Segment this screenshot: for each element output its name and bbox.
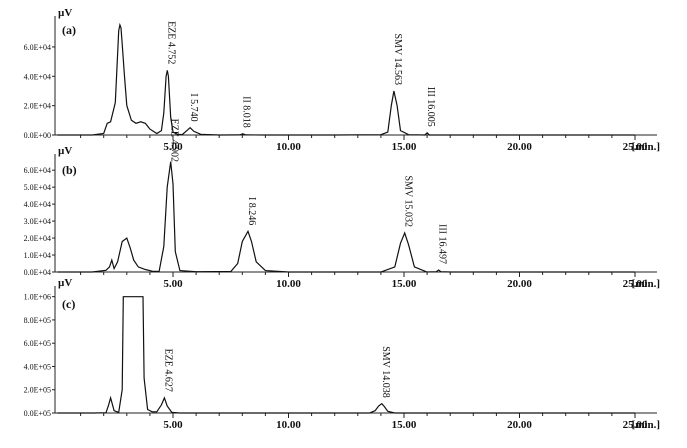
panel-label: (c) xyxy=(62,297,75,311)
y-tick-label: 6.0E+04 xyxy=(24,166,51,175)
y-tick-label: 6.0E+04 xyxy=(24,43,51,52)
peak-label: II 8.018 xyxy=(241,96,252,128)
y-unit-label: µV xyxy=(58,7,72,19)
x-tick-label: 20.00 xyxy=(507,419,532,431)
peak-label: SMV 15.032 xyxy=(403,176,414,228)
y-tick-label: 0.0E+04 xyxy=(24,268,51,277)
chromatogram-trace xyxy=(57,296,635,414)
y-unit-label: µV xyxy=(58,277,72,289)
y-tick-label: 4.0E+04 xyxy=(24,200,51,209)
y-tick-label: 4.0E+04 xyxy=(24,72,51,81)
peak-label: EZE 4.627 xyxy=(162,349,173,392)
y-tick-label: 2.0E+04 xyxy=(24,102,51,111)
y-tick-label: 6.0E+05 xyxy=(24,339,51,348)
x-tick-label: 25.00 xyxy=(623,141,648,153)
peak-label: I 5.740 xyxy=(188,93,199,121)
x-unit-label: [min.] xyxy=(632,278,660,290)
y-tick-label: 1.0E+04 xyxy=(24,251,51,260)
peak-label: EZE 4.902 xyxy=(169,119,180,162)
y-tick-label: 8.0E+05 xyxy=(24,316,51,325)
x-tick-label: 15.00 xyxy=(392,278,417,290)
peak-label: SMV 14.038 xyxy=(380,346,391,398)
peak-label: SMV 14.563 xyxy=(392,34,403,86)
x-tick-label: 25.00 xyxy=(623,419,648,431)
x-tick-label: 20.00 xyxy=(507,278,532,290)
x-unit-label: [min.] xyxy=(632,419,660,431)
peak-label: III 16.497 xyxy=(437,224,448,264)
y-unit-label: µV xyxy=(58,145,72,157)
x-tick-label: 15.00 xyxy=(392,141,417,153)
y-tick-label: 1.0E+06 xyxy=(24,293,51,302)
y-tick-label: 0.0E+05 xyxy=(24,409,51,418)
x-tick-label: 10.00 xyxy=(276,141,301,153)
x-tick-label: 10.00 xyxy=(276,278,301,290)
y-tick-label: 4.0E+05 xyxy=(24,362,51,371)
x-tick-label: 20.00 xyxy=(507,141,532,153)
y-tick-label: 5.0E+04 xyxy=(24,183,51,192)
y-tick-label: 2.0E+04 xyxy=(24,234,51,243)
chromatogram-panel: 0.0E+05 2.0E+05 4.0E+05 6.0E+05 8.0E+05 1.0E+… xyxy=(24,277,660,431)
chromatogram-trace xyxy=(57,22,635,136)
peak-label: EZE 4.752 xyxy=(165,21,176,64)
x-unit-label: [min.] xyxy=(632,141,660,153)
x-tick-label: 10.00 xyxy=(276,419,301,431)
y-tick-label: 0.0E+00 xyxy=(24,131,51,140)
x-tick-label: 15.00 xyxy=(392,419,417,431)
peak-label: III 16.005 xyxy=(425,87,436,127)
panel-label: (a) xyxy=(62,23,76,37)
x-tick-label: 5.00 xyxy=(163,141,183,153)
x-tick-label: 5.00 xyxy=(163,419,183,431)
x-tick-label: 25.00 xyxy=(623,278,648,290)
y-tick-label: 2.0E+05 xyxy=(24,386,51,395)
x-tick-label: 5.00 xyxy=(163,278,183,290)
y-tick-label: 3.0E+04 xyxy=(24,217,51,226)
peak-label: I 8.246 xyxy=(246,197,257,225)
chromatogram-trace xyxy=(57,161,635,273)
panel-label: (b) xyxy=(62,163,77,177)
chromatogram-panel: 0.0E+04 1.0E+04 2.0E+04 3.0E+04 4.0E+04 5.0E+… xyxy=(24,119,660,290)
chromatogram-panel: 0.0E+00 2.0E+04 4.0E+04 6.0E+04 5.00 10.00 15.… xyxy=(24,7,660,153)
